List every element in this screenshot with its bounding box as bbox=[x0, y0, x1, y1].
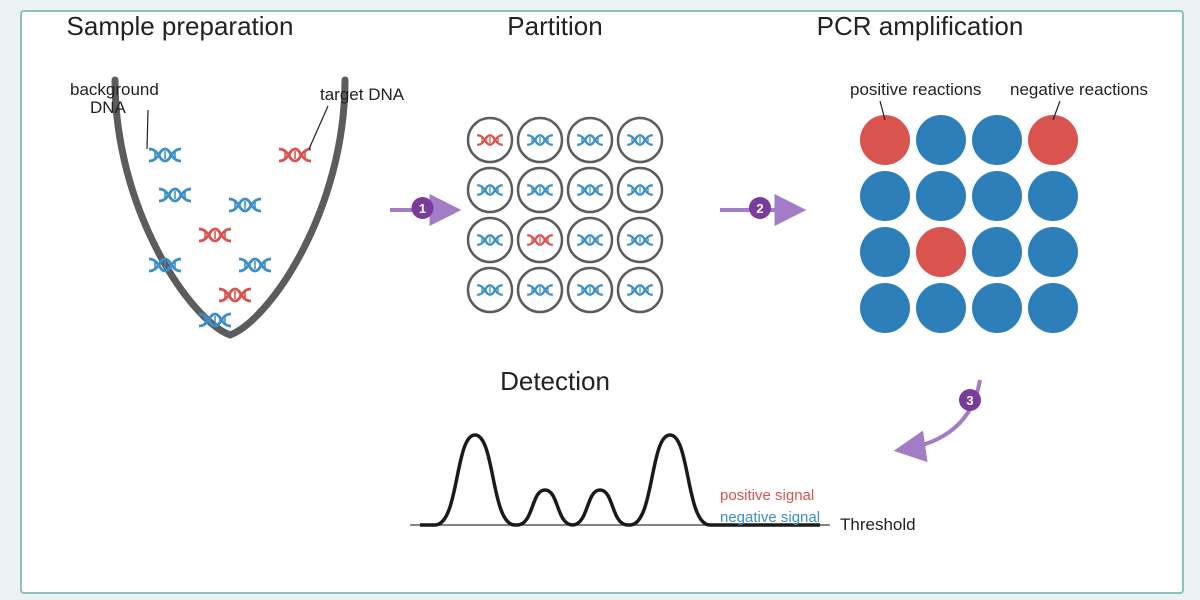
pcr-negative bbox=[972, 283, 1022, 333]
pcr-negative bbox=[972, 115, 1022, 165]
pcr-negative bbox=[1028, 227, 1078, 277]
dna-background bbox=[149, 149, 181, 161]
pcr-negative bbox=[972, 227, 1022, 277]
pcr-negative bbox=[1028, 283, 1078, 333]
negative-signal-label: negative signal bbox=[720, 509, 820, 526]
pcr-negative bbox=[916, 171, 966, 221]
dna-background bbox=[239, 259, 271, 271]
pcr-positive bbox=[916, 227, 966, 277]
pcr-negative bbox=[860, 283, 910, 333]
svg-text:negative reactions: negative reactions bbox=[1010, 80, 1148, 99]
pcr-negative bbox=[860, 227, 910, 277]
stage-title-sample: Sample preparation bbox=[67, 11, 294, 41]
stage-title-partition: Partition bbox=[507, 11, 602, 41]
pcr-negative bbox=[860, 171, 910, 221]
stage-title-detection: Detection bbox=[500, 366, 610, 396]
stage-title-pcr: PCR amplification bbox=[817, 11, 1024, 41]
svg-text:background: background bbox=[70, 80, 159, 99]
svg-text:positive reactions: positive reactions bbox=[850, 80, 981, 99]
dna-background bbox=[229, 199, 261, 211]
pcr-negative bbox=[972, 171, 1022, 221]
dna-target bbox=[219, 289, 251, 301]
dna-target bbox=[279, 149, 311, 161]
dna-target bbox=[199, 229, 231, 241]
dna-background bbox=[159, 189, 191, 201]
pcr-negative bbox=[1028, 171, 1078, 221]
svg-text:DNA: DNA bbox=[90, 98, 127, 117]
pcr-positive bbox=[1028, 115, 1078, 165]
pcr-positive bbox=[860, 115, 910, 165]
svg-text:3: 3 bbox=[966, 393, 973, 408]
threshold-label: Threshold bbox=[840, 515, 916, 534]
svg-text:1: 1 bbox=[419, 201, 426, 216]
svg-text:target DNA: target DNA bbox=[320, 85, 405, 104]
pcr-negative bbox=[916, 283, 966, 333]
svg-text:2: 2 bbox=[756, 201, 763, 216]
pcr-negative bbox=[916, 115, 966, 165]
positive-signal-label: positive signal bbox=[720, 487, 814, 504]
